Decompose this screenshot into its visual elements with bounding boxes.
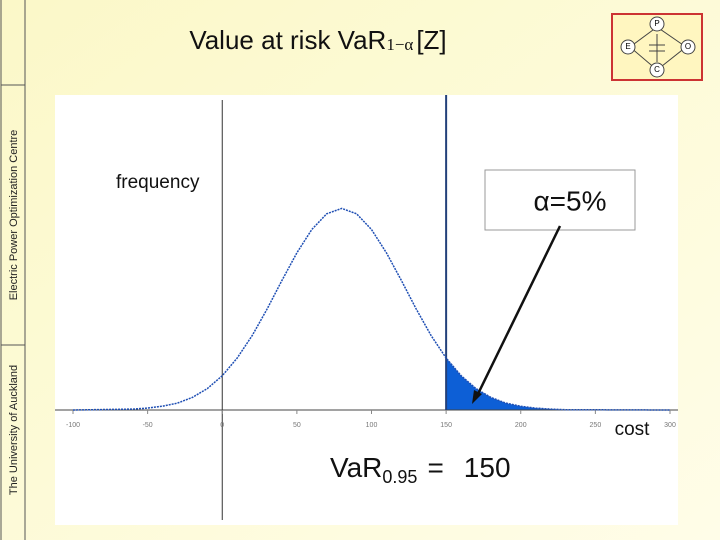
- university-name: The University of Auckland: [8, 365, 20, 495]
- x-axis-label: cost: [615, 419, 651, 440]
- logo-label: P: [654, 19, 659, 28]
- var-subscript: 0.95: [382, 467, 417, 487]
- x-tick-label: 200: [515, 422, 527, 429]
- x-tick-label: 0: [220, 422, 224, 429]
- title-suffix: [Z]: [416, 25, 446, 55]
- tail-area: [446, 358, 670, 410]
- title-subscript: 1−α: [386, 35, 413, 54]
- logo-label: E: [625, 42, 630, 51]
- plot-area: [55, 95, 678, 525]
- x-tick-label: 150: [440, 422, 452, 429]
- logo-label: C: [654, 65, 660, 74]
- x-tick-label: 100: [366, 422, 378, 429]
- density-curve: [72, 207, 671, 411]
- chart-title: Value at risk VaR1−α [Z]: [189, 25, 446, 55]
- annotation-box: [484, 169, 636, 231]
- logo-node: [649, 16, 665, 32]
- x-tick-label: -100: [66, 422, 80, 429]
- var-label: VaR0.95 = 150: [330, 452, 511, 486]
- logo-label: O: [685, 42, 691, 51]
- x-tick-label: 50: [293, 422, 301, 429]
- x-tick-label: 300: [664, 422, 676, 429]
- plot: -100 -50 0 50 100 150 200 250 300: [55, 95, 678, 520]
- var-value: 150: [464, 452, 511, 483]
- annotation: α=5%: [533, 185, 606, 216]
- centre-name: Electric Power Optimization Centre: [8, 130, 20, 301]
- logo-node: [680, 39, 696, 55]
- logo-node: [620, 39, 636, 55]
- annotation-arrow: [474, 225, 562, 399]
- arrow-head: [472, 390, 482, 404]
- logo-node: [649, 62, 665, 78]
- x-tick-label: 250: [590, 422, 602, 429]
- logo: P E O C: [611, 13, 703, 81]
- x-tick-label: -50: [143, 422, 153, 429]
- y-axis-label: frequency: [116, 172, 200, 193]
- var-equals: =: [427, 452, 443, 483]
- title-text: Value at risk VaR: [189, 25, 386, 55]
- var-text: VaR: [330, 452, 382, 483]
- y-label-box: [110, 168, 220, 198]
